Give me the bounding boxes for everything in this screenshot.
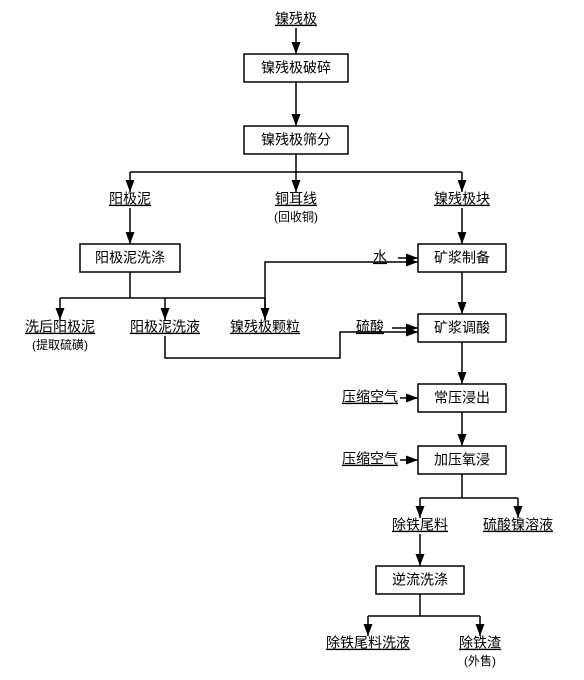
node-label: 镍残极破碎 <box>261 60 331 76</box>
node-label: 压缩空气 <box>342 389 398 405</box>
node-label: 除铁尾料 <box>392 517 448 533</box>
node-n21: 逆流洗涤 <box>376 566 464 594</box>
node-label: 镍残极颗粒 <box>230 319 300 335</box>
node-label: 压缩空气 <box>342 451 398 467</box>
node-n11: 水 <box>373 249 387 265</box>
node-n10: 镍残极颗粒 <box>230 319 300 335</box>
edge-n9-n14 <box>165 332 418 358</box>
node-n6: 镍残极块 <box>434 191 490 207</box>
node-n13: 硫酸 <box>356 319 384 335</box>
node-label: 洗后阳极泥 <box>25 319 95 335</box>
node-n5: 铜耳线 <box>275 191 317 207</box>
node-n2: 镍残极破碎 <box>244 54 348 82</box>
node-label: 矿浆制备 <box>434 250 490 266</box>
node-label: 硫酸 <box>356 319 384 335</box>
node-n7: 阳极泥洗涤 <box>80 244 180 272</box>
node-n12: 矿浆制备 <box>418 244 506 272</box>
node-n20: 硫酸镍溶液 <box>483 517 553 533</box>
node-n14: 矿浆调酸 <box>418 314 506 342</box>
node-n1: 镍残极 <box>275 11 317 27</box>
node-n8: 洗后阳极泥 <box>25 319 95 335</box>
node-label: 铜耳线 <box>275 191 317 207</box>
node-label: 水 <box>373 249 387 265</box>
node-label: 镍残极筛分 <box>261 132 331 148</box>
node-n17: 压缩空气 <box>342 451 398 467</box>
node-n4: 阳极泥 <box>109 191 151 207</box>
node-label: 阳极泥洗液 <box>130 319 200 335</box>
node-sublabel: (回收铜) <box>274 209 318 224</box>
node-label: 镍残极 <box>275 11 317 27</box>
node-label: 阳极泥洗涤 <box>95 250 165 266</box>
node-label: 阳极泥 <box>109 191 151 207</box>
node-n23: 除铁渣 <box>459 635 501 651</box>
node-label: 加压氧浸 <box>434 452 490 468</box>
node-label: 逆流洗涤 <box>392 572 448 588</box>
node-label: 除铁尾料洗液 <box>326 635 410 651</box>
node-n15: 压缩空气 <box>342 389 398 405</box>
node-n16: 常压浸出 <box>418 384 506 412</box>
node-n9: 阳极泥洗液 <box>130 319 200 335</box>
node-sublabel: (外售) <box>464 653 496 668</box>
node-label: 常压浸出 <box>434 390 490 406</box>
node-label: 镍残极块 <box>434 191 490 207</box>
node-n19: 除铁尾料 <box>392 517 448 533</box>
node-n8b: (提取硫磺) <box>32 337 88 352</box>
node-n3: 镍残极筛分 <box>244 126 348 154</box>
node-label: 硫酸镍溶液 <box>483 517 553 533</box>
node-n22: 除铁尾料洗液 <box>326 635 410 651</box>
node-label: 除铁渣 <box>459 635 501 651</box>
edge-n10-n12 <box>265 262 418 320</box>
node-n18: 加压氧浸 <box>418 446 506 474</box>
node-label: 矿浆调酸 <box>434 320 490 336</box>
node-n5b: (回收铜) <box>274 209 318 224</box>
node-sublabel: (提取硫磺) <box>32 337 88 352</box>
node-n23b: (外售) <box>464 653 496 668</box>
